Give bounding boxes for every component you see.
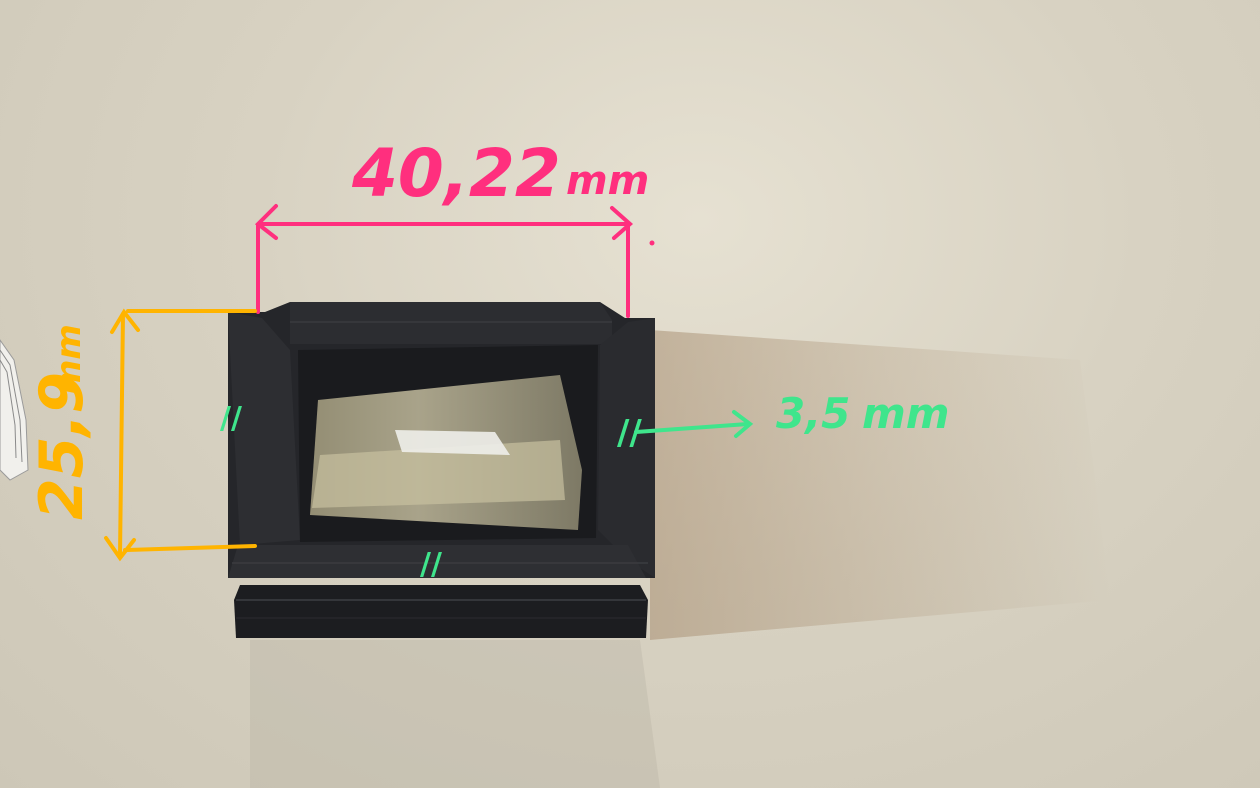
equal-mark-left-wall: //: [220, 401, 242, 436]
wall-thickness-arrow: [634, 410, 754, 438]
equal-mark-right-wall: //: [617, 413, 642, 453]
wall-thickness-unit: mm: [862, 389, 950, 438]
height-dimension: [104, 308, 257, 562]
black-box-object: [228, 302, 655, 638]
paper-stack: [0, 339, 29, 481]
wall-thickness-value: 3,5: [776, 389, 850, 438]
object-shadow: [650, 330, 1110, 640]
equal-mark-bottom-wall: //: [420, 547, 442, 582]
height-unit: mm: [49, 324, 89, 395]
stray-dot: [649, 240, 655, 246]
object-shadow-bottom: [250, 640, 660, 788]
width-unit: mm: [566, 158, 649, 204]
height-value: 25,9: [27, 372, 97, 520]
width-value: 40,22: [351, 135, 561, 212]
width-dimension: [254, 204, 634, 318]
